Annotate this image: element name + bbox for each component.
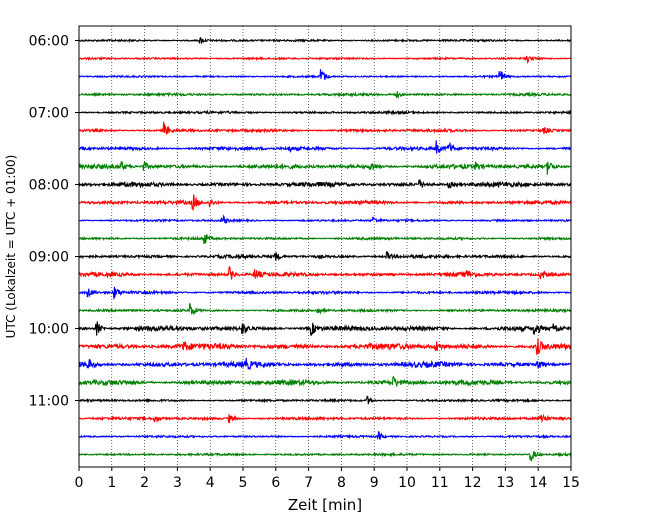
trace-line xyxy=(78,160,572,175)
trace-line xyxy=(78,234,572,244)
x-tick-label: 14 xyxy=(529,475,547,491)
trace-line xyxy=(78,36,572,45)
trace-line xyxy=(78,321,572,336)
x-tick-label: 6 xyxy=(271,475,280,491)
plot-frame xyxy=(78,25,572,468)
x-tick-label: 1 xyxy=(107,475,116,491)
trace-line xyxy=(78,69,572,80)
trace-line xyxy=(78,338,572,356)
x-tick-label: 8 xyxy=(337,475,346,491)
x-tick-label: 0 xyxy=(75,475,84,491)
trace-line xyxy=(78,357,572,370)
x-tick-label: 2 xyxy=(140,475,149,491)
y-tick-label: 07:00 xyxy=(29,106,69,122)
x-tick-label: 9 xyxy=(370,475,379,491)
y-axis-label: UTC (Lokalzeit = UTC + 01:00) xyxy=(4,155,18,339)
x-tick-label: 3 xyxy=(173,475,182,491)
trace-line xyxy=(78,286,572,300)
trace-line xyxy=(78,395,572,405)
trace-line xyxy=(78,265,572,280)
trace-line xyxy=(78,120,572,135)
y-tick-label: 11:00 xyxy=(29,394,69,410)
trace-line xyxy=(78,451,572,463)
x-tick-label: 13 xyxy=(496,475,514,491)
trace-line xyxy=(78,214,572,224)
x-axis-label: Zeit [min] xyxy=(288,496,362,514)
trace-line xyxy=(78,413,572,424)
y-tick-label: 08:00 xyxy=(29,178,69,194)
trace-line xyxy=(78,375,572,388)
x-tick-label: 5 xyxy=(239,475,248,491)
trace-layer xyxy=(78,36,572,463)
trace-line xyxy=(78,194,572,211)
x-tick-label: 11 xyxy=(431,475,449,491)
x-axis: 0 1 2 3 4 5 6 7 8 9 10 11 12 13 14 15 xyxy=(75,467,580,491)
trace-line xyxy=(78,179,572,189)
y-tick-label: 09:00 xyxy=(29,250,69,266)
trace-line xyxy=(78,140,572,154)
x-tick-label: 7 xyxy=(304,475,313,491)
trace-line xyxy=(78,91,572,99)
y-axis: 06:00 07:00 08:00 09:00 10:00 11:00 xyxy=(29,34,79,410)
trace-line xyxy=(78,303,572,315)
x-tick-label: 12 xyxy=(464,475,482,491)
x-tick-label: 4 xyxy=(206,475,215,491)
trace-line xyxy=(78,251,572,261)
y-tick-label: 10:00 xyxy=(29,322,69,338)
trace-line xyxy=(78,109,572,116)
trace-line xyxy=(78,430,572,440)
trace-line xyxy=(78,55,572,65)
x-tick-label: 10 xyxy=(398,475,416,491)
y-tick-label: 06:00 xyxy=(29,34,69,50)
x-tick-label: 15 xyxy=(562,475,580,491)
